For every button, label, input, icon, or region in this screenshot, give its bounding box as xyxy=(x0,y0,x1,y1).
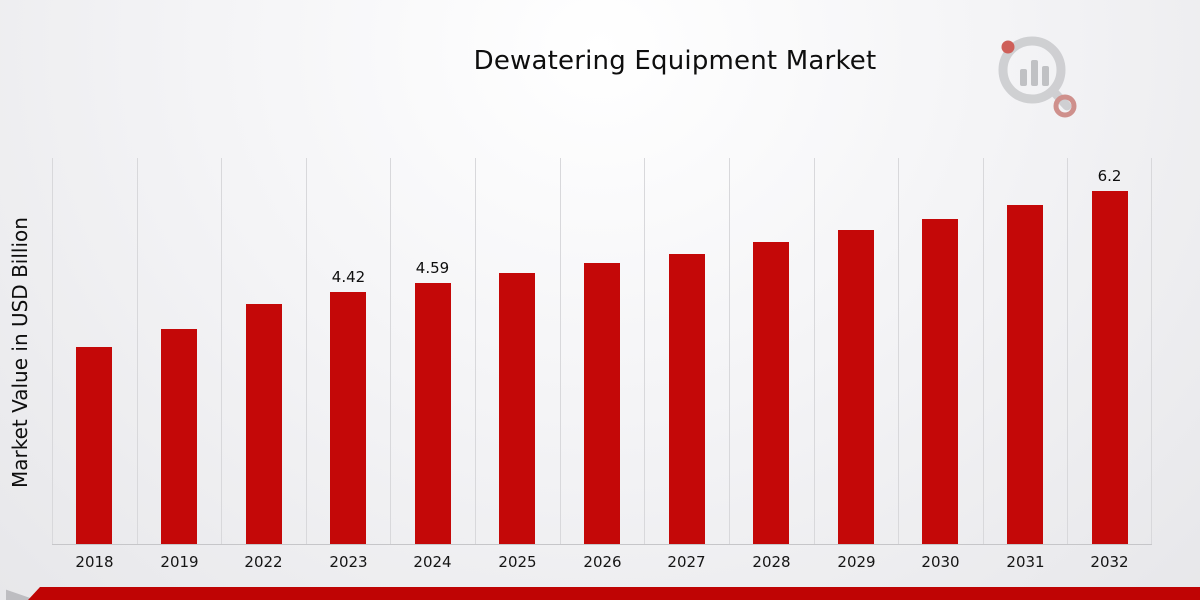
plot-area: 2018 2019 2022 2023 4.42 2024 4.59 2025 2026 2027… xyxy=(52,158,1152,571)
x-tick-2026: 2026 xyxy=(583,553,622,571)
x-tick-2029: 2029 xyxy=(837,553,876,571)
x-tick-2030: 2030 xyxy=(921,553,960,571)
bar-2019 xyxy=(161,329,197,544)
bar-2028 xyxy=(753,242,789,544)
bar-2032 xyxy=(1092,191,1128,544)
gridline xyxy=(137,158,138,544)
gridline xyxy=(306,158,307,544)
x-tick-2028: 2028 xyxy=(752,553,791,571)
bar-2025 xyxy=(499,273,535,544)
gridline xyxy=(1067,158,1068,544)
bar-2026 xyxy=(584,263,620,544)
bar-2027 xyxy=(669,254,705,544)
data-label-2024: 4.59 xyxy=(415,259,450,277)
data-label-2023: 4.42 xyxy=(331,268,366,286)
gridline xyxy=(560,158,561,544)
bar-2024 xyxy=(415,283,451,544)
chart-title: Dewatering Equipment Market xyxy=(473,46,877,76)
bar-2022 xyxy=(246,304,282,544)
x-tick-2032: 2032 xyxy=(1090,553,1129,571)
gridline xyxy=(52,158,53,544)
gridline xyxy=(1151,158,1152,544)
gridline xyxy=(814,158,815,544)
magnifier-bar-chart-logo-icon xyxy=(998,36,1077,118)
gridline xyxy=(983,158,984,544)
x-tick-2031: 2031 xyxy=(1006,553,1045,571)
bar-2029 xyxy=(838,230,874,544)
x-tick-2025: 2025 xyxy=(498,553,537,571)
x-tick-2027: 2027 xyxy=(667,553,706,571)
gridline xyxy=(221,158,222,544)
x-tick-2019: 2019 xyxy=(160,553,199,571)
x-tick-2024: 2024 xyxy=(413,553,452,571)
gridline xyxy=(898,158,899,544)
gridline xyxy=(475,158,476,544)
footer-ribbon xyxy=(28,587,1200,600)
bar-2023 xyxy=(330,292,366,544)
bar-2031 xyxy=(1007,205,1043,544)
gridline xyxy=(644,158,645,544)
data-label-2032: 6.2 xyxy=(1097,167,1122,185)
gridline xyxy=(390,158,391,544)
bar-2030 xyxy=(922,219,958,544)
x-tick-2022: 2022 xyxy=(244,553,283,571)
x-tick-2018: 2018 xyxy=(75,553,114,571)
bar-2018 xyxy=(76,347,112,544)
gridline xyxy=(729,158,730,544)
y-axis-label: Market Value in USD Billion xyxy=(8,217,32,488)
x-tick-2023: 2023 xyxy=(329,553,368,571)
